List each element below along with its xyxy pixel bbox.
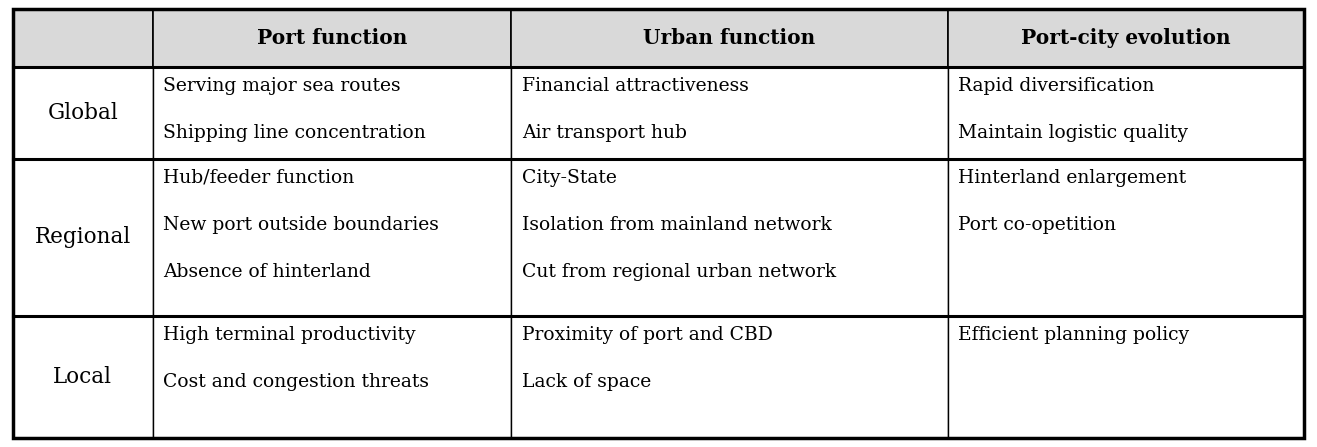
Text: Port-city evolution: Port-city evolution	[1021, 28, 1230, 48]
Text: Global: Global	[47, 102, 119, 124]
Bar	[153, 9, 511, 67]
Bar	[511, 159, 948, 316]
Bar	[153, 159, 511, 316]
Bar	[153, 316, 511, 438]
Text: Hinterland enlargement

Port co-opetition: Hinterland enlargement Port co-opetition	[959, 169, 1187, 234]
Text: Local: Local	[54, 366, 112, 388]
Text: City-State

Isolation from mainland network

Cut from regional urban network: City-State Isolation from mainland netwo…	[522, 169, 836, 281]
Text: Urban function: Urban function	[644, 28, 815, 48]
Text: Regional: Regional	[34, 227, 130, 249]
Text: Port function: Port function	[257, 28, 407, 48]
Bar	[13, 316, 153, 438]
Text: Hub/feeder function

New port outside boundaries

Absence of hinterland: Hub/feeder function New port outside bou…	[163, 169, 439, 281]
Bar	[13, 9, 153, 67]
Text: Efficient planning policy: Efficient planning policy	[959, 325, 1189, 344]
Bar	[511, 67, 948, 159]
Text: Proximity of port and CBD

Lack of space: Proximity of port and CBD Lack of space	[522, 325, 773, 391]
Text: Rapid diversification

Maintain logistic quality: Rapid diversification Maintain logistic …	[959, 77, 1188, 142]
Bar	[153, 67, 511, 159]
Bar	[511, 9, 948, 67]
Bar	[948, 159, 1304, 316]
Bar	[948, 67, 1304, 159]
Bar	[13, 159, 153, 316]
Bar	[948, 9, 1304, 67]
Bar	[948, 316, 1304, 438]
Bar	[511, 316, 948, 438]
Text: Serving major sea routes

Shipping line concentration: Serving major sea routes Shipping line c…	[163, 77, 425, 142]
Text: Financial attractiveness

Air transport hub: Financial attractiveness Air transport h…	[522, 77, 749, 142]
Text: High terminal productivity

Cost and congestion threats: High terminal productivity Cost and cong…	[163, 325, 429, 391]
Bar	[13, 67, 153, 159]
